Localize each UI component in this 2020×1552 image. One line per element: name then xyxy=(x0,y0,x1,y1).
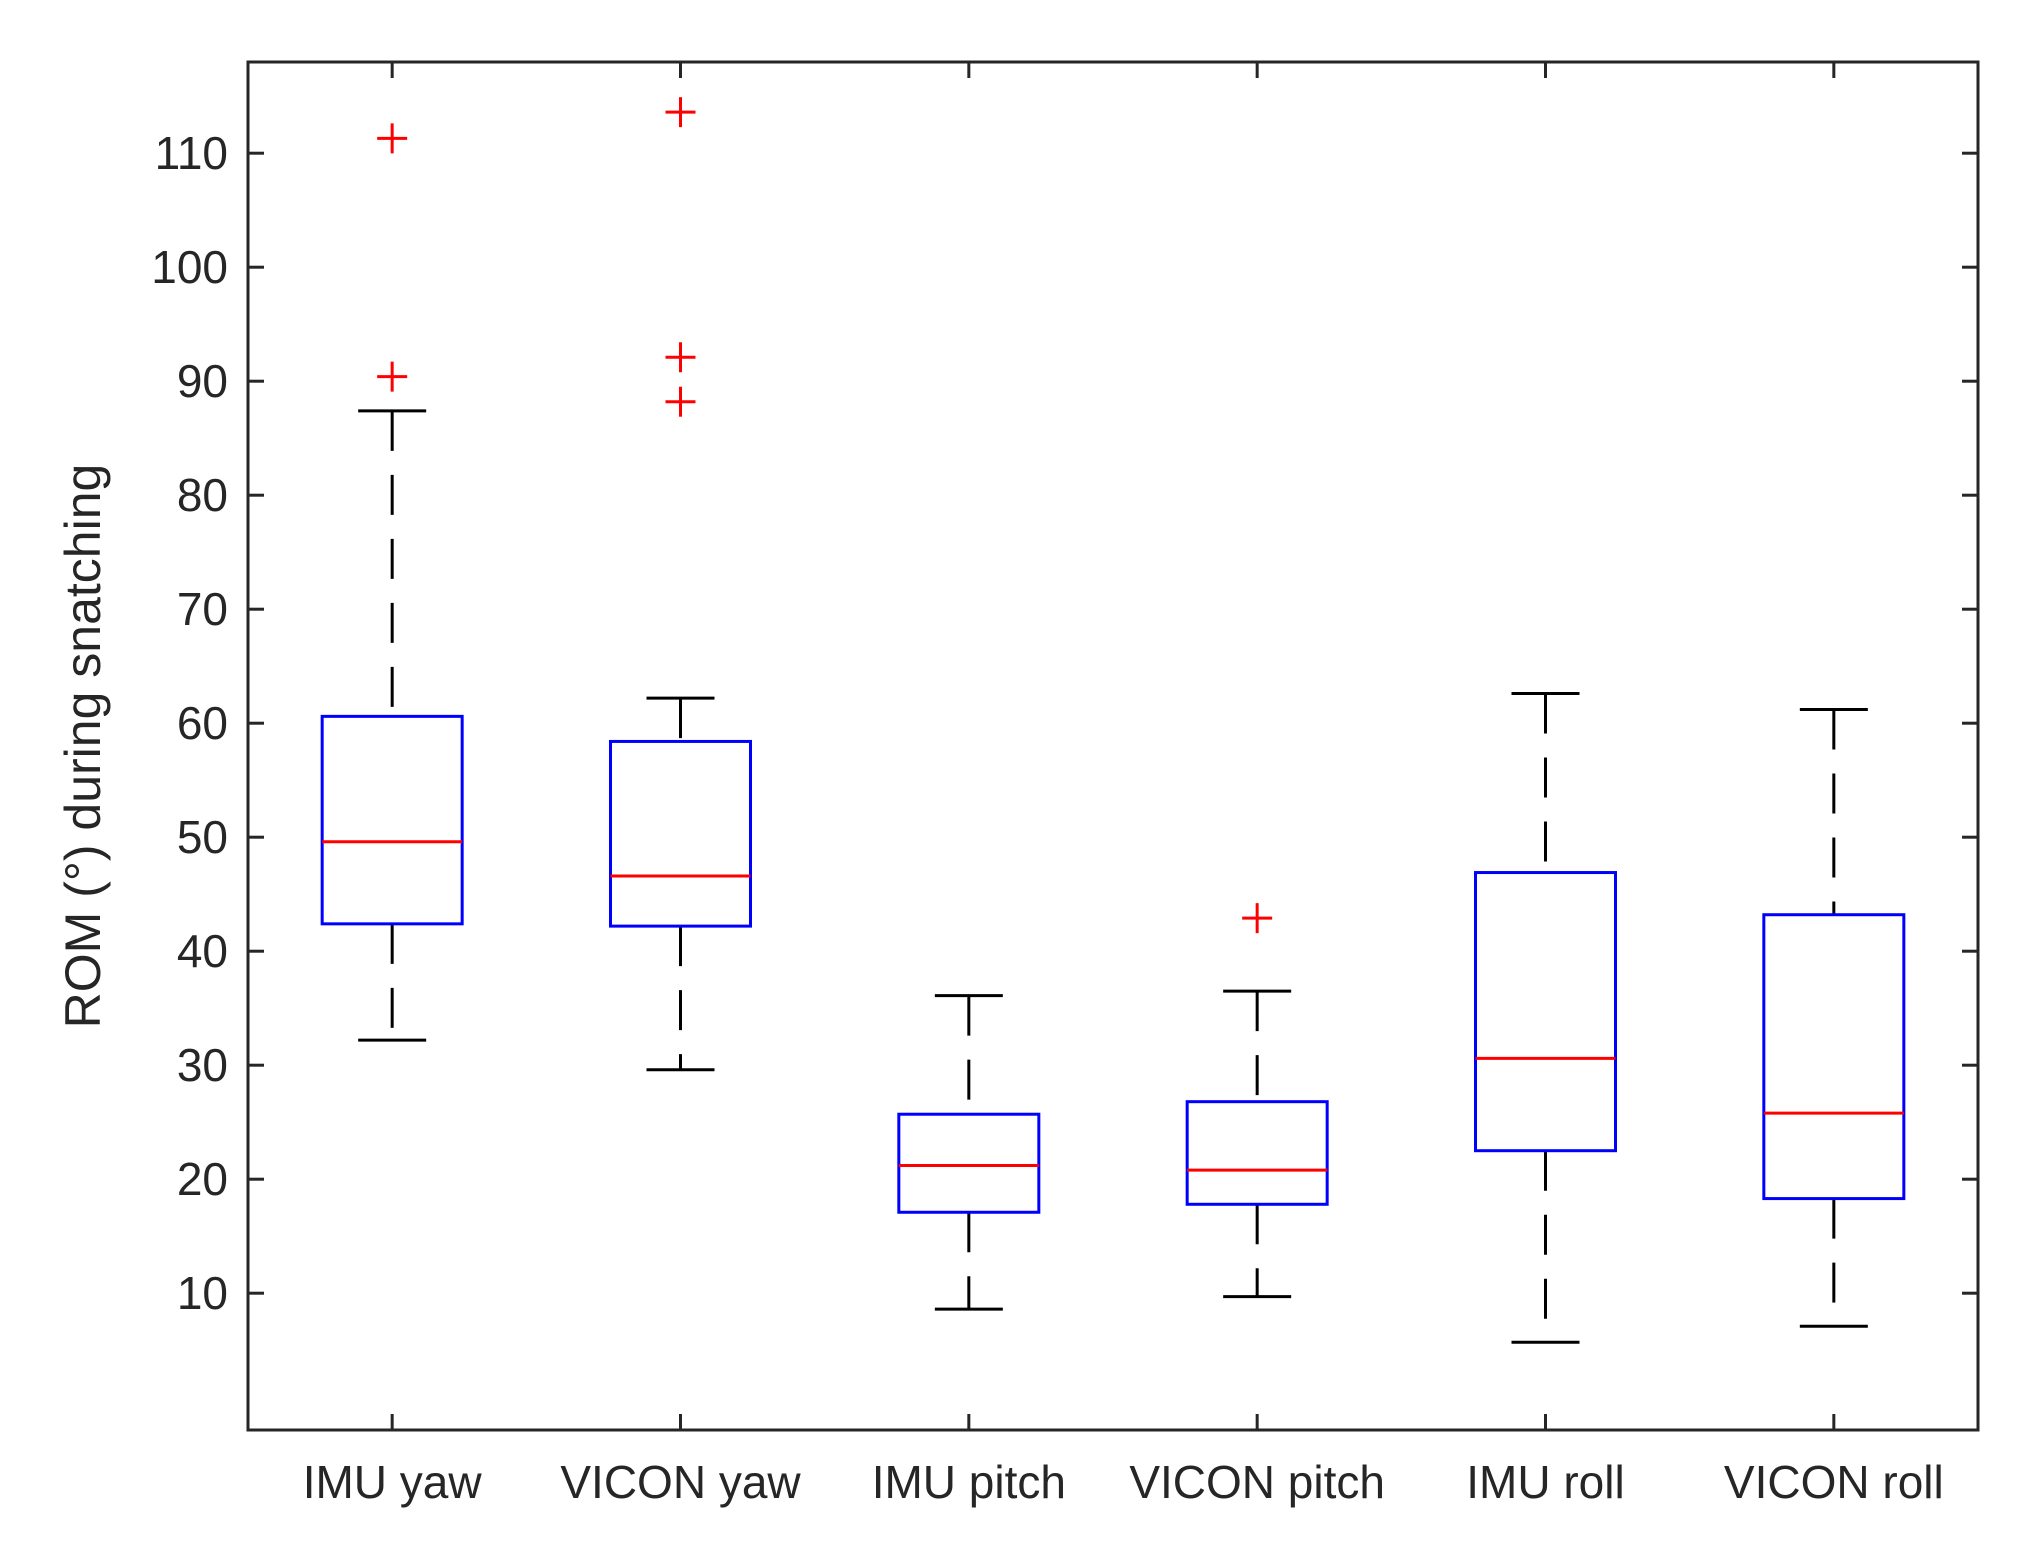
y-tick-label: 20 xyxy=(177,1153,228,1205)
outlier-marker xyxy=(665,97,696,128)
x-category-label: VICON roll xyxy=(1724,1456,1944,1508)
y-tick-label: 90 xyxy=(177,355,228,407)
y-tick-label: 100 xyxy=(151,241,228,293)
outlier-marker xyxy=(665,342,696,373)
x-category-label: VICON pitch xyxy=(1129,1456,1385,1508)
y-tick-label: 110 xyxy=(155,127,228,179)
axes-frame xyxy=(246,60,1980,1432)
box-group xyxy=(1474,692,1617,1344)
y-tick-label: 50 xyxy=(177,811,228,863)
box-group xyxy=(1185,903,1329,1299)
plot-marks xyxy=(320,97,1906,1344)
outlier-marker xyxy=(377,123,408,154)
iqr-box xyxy=(897,1112,1041,1214)
x-category-label: IMU roll xyxy=(1466,1456,1624,1508)
iqr-box xyxy=(320,714,464,926)
box-group xyxy=(320,123,464,1042)
outlier-marker xyxy=(377,361,408,392)
y-tick-label: 60 xyxy=(177,697,228,749)
box-group xyxy=(897,994,1041,1311)
y-tick-label: 40 xyxy=(177,925,228,977)
iqr-box xyxy=(1185,1100,1329,1206)
x-category-label: VICON yaw xyxy=(560,1456,801,1508)
outlier-marker xyxy=(1242,903,1273,934)
iqr-box xyxy=(609,739,752,928)
x-category-label: IMU yaw xyxy=(303,1456,483,1508)
y-tick-label: 10 xyxy=(177,1267,228,1319)
box-group xyxy=(1762,708,1906,1328)
y-tick-label: 30 xyxy=(177,1039,228,1091)
iqr-box xyxy=(1474,871,1617,1153)
x-category-label: IMU pitch xyxy=(872,1456,1066,1508)
box-group xyxy=(609,97,752,1072)
outlier-marker xyxy=(665,386,696,417)
y-tick-label: 70 xyxy=(177,583,228,635)
y-axis-title: ROM (°) during snatching xyxy=(55,464,111,1029)
y-tick-label: 80 xyxy=(177,469,228,521)
axis-ticks: 10 20 30 40 50 60 70 80 90 100 110 IMU yaw VICON yaw… xyxy=(151,62,1978,1508)
iqr-box xyxy=(1762,913,1906,1201)
